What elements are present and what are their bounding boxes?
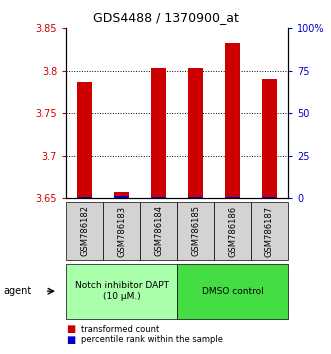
Text: DMSO control: DMSO control (202, 287, 263, 296)
Text: GSM786183: GSM786183 (117, 205, 126, 257)
Bar (225, 43, 240, 198)
Text: ■: ■ (66, 324, 75, 334)
Text: GSM786185: GSM786185 (191, 205, 200, 257)
Text: agent: agent (3, 286, 31, 296)
Text: GSM786184: GSM786184 (154, 205, 163, 257)
Text: transformed count: transformed count (81, 325, 159, 334)
Text: ■: ■ (66, 335, 75, 345)
Bar (114, 196, 129, 198)
Text: Notch inhibitor DAPT
(10 μM.): Notch inhibitor DAPT (10 μM.) (75, 281, 168, 301)
Text: GSM786186: GSM786186 (228, 205, 237, 257)
Bar (77, 82, 92, 198)
Bar (262, 79, 277, 198)
Text: percentile rank within the sample: percentile rank within the sample (81, 335, 223, 344)
Bar (151, 68, 166, 198)
Bar (188, 68, 203, 198)
Bar (114, 192, 129, 198)
Text: GDS4488 / 1370900_at: GDS4488 / 1370900_at (93, 11, 238, 24)
Text: GSM786182: GSM786182 (80, 205, 89, 257)
Text: GSM786187: GSM786187 (265, 205, 274, 257)
